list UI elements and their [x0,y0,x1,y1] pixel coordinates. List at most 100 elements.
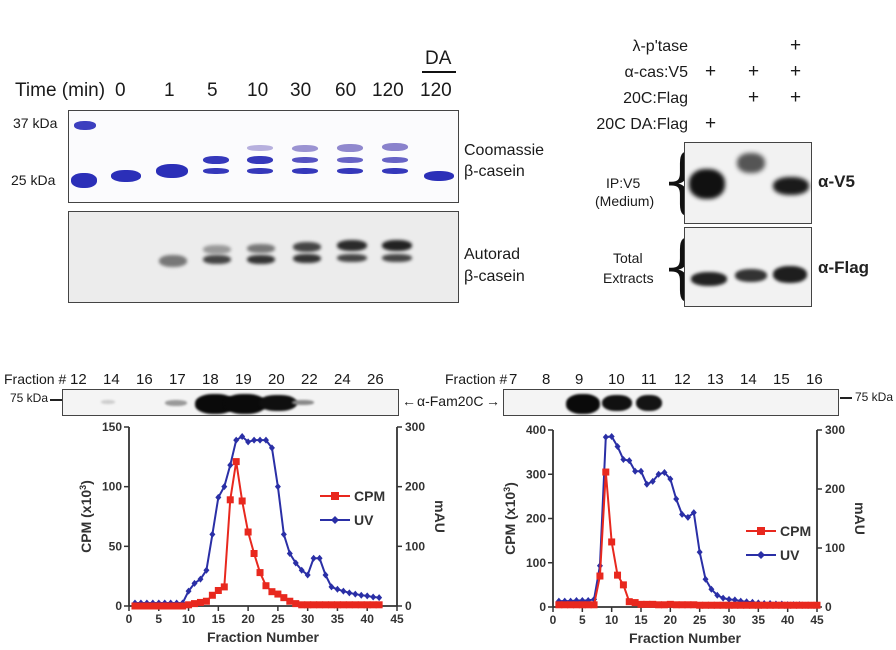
uv-point [185,587,192,595]
legend-label: CPM [354,488,385,504]
uv-point [251,436,258,444]
blot-band [773,177,809,195]
legend-marker [757,551,765,559]
gel-band [247,145,273,151]
plus-mark: + [790,87,802,108]
uv-point [620,456,627,463]
autorad-band [337,240,367,251]
cpm-point [672,601,680,609]
cpm-point [280,594,288,602]
uv-point [209,530,216,538]
uv-point [352,590,359,598]
cpm-point [584,601,592,609]
plus-mark: + [790,61,802,82]
cpm-point [167,602,175,610]
cpm-point [608,538,616,546]
gel-band [382,143,408,151]
fraction-number: 18 [202,371,219,388]
marker-75kda-right: 75 kDa [855,390,894,404]
cpm-point [795,601,803,609]
legend-marker [331,492,339,500]
flag-antibody-label: α-Flag [818,258,870,277]
legend-label: UV [354,512,374,528]
cpm-point [602,468,610,476]
uv-point [720,594,727,602]
autorad-gel [68,211,459,303]
cpm-point [572,601,580,609]
autorad-band [203,245,231,254]
cpm-point [713,601,721,609]
gel-band [337,157,363,163]
fraction-number: 13 [707,371,724,388]
uv-point [614,443,621,451]
cpm-point [596,572,604,580]
autorad-band [293,242,321,252]
blot-band [691,272,727,286]
uv-point [346,589,353,597]
x-axis-label: Fraction Number [207,629,320,645]
uv-point [626,457,633,465]
gel-band [382,168,408,174]
fraction-number: 8 [542,371,551,388]
fraction-number: 16 [136,371,153,388]
legend-label: CPM [780,523,811,539]
right-arrow-icon: → [486,393,500,409]
fraction-number: 26 [367,371,384,388]
plus-mark: + [705,113,717,134]
blot-band [735,269,767,282]
fraction-label-right: Fraction # [445,371,508,387]
x-tick-label: 10 [182,612,196,626]
cpm-point [333,601,341,609]
marker-25kda: 25 kDa [11,172,56,188]
series-line-cpm [558,471,817,607]
gel-band [292,157,318,163]
cpm-point [137,602,145,610]
uv-point [608,432,615,440]
cpm-point [339,601,347,609]
legend-label: UV [780,547,800,563]
cpm-point [274,590,282,598]
uv-point [726,595,732,603]
gel-band [203,168,229,174]
fraction-number: 9 [575,371,584,388]
blot-band [566,394,600,414]
blot-band [259,395,297,411]
uv-point [304,571,311,579]
cpm-point [161,602,169,610]
y-tick-label: 0 [115,599,122,613]
uv-point [696,548,703,556]
blot-band [737,153,765,173]
uv-point [370,593,377,601]
x-tick-label: 40 [361,612,375,626]
uv-point [268,444,275,452]
cpm-point [179,602,187,610]
cpm-point [357,601,365,609]
uv-point [340,587,347,595]
cpm-point [220,583,228,591]
cpm-point [725,601,733,609]
cpm-point [748,601,756,609]
cpm-point [760,601,768,609]
uv-point [197,575,204,583]
marker-band [74,121,96,130]
da-overline [422,71,456,73]
time-point-label: 120 [372,80,404,101]
cpm-point [778,601,786,609]
uv-point [274,483,281,491]
cpm-point [719,601,727,609]
y-right-tick-label: 100 [825,541,845,555]
y-tick-label: 100 [102,480,122,494]
blot-band [292,400,314,405]
blot-band [636,395,662,411]
uv-point [661,468,668,476]
uv-point [257,436,264,444]
cpm-point [772,601,780,609]
uv-point [731,596,738,604]
condition-label: 20C DA:Flag [596,116,688,133]
left-arrow-icon: ← [402,393,416,409]
time-point-label: 30 [290,80,312,101]
autorad-band [203,255,231,264]
autorad-band [382,254,412,262]
uv-point [334,585,341,593]
uv-point [667,475,674,483]
